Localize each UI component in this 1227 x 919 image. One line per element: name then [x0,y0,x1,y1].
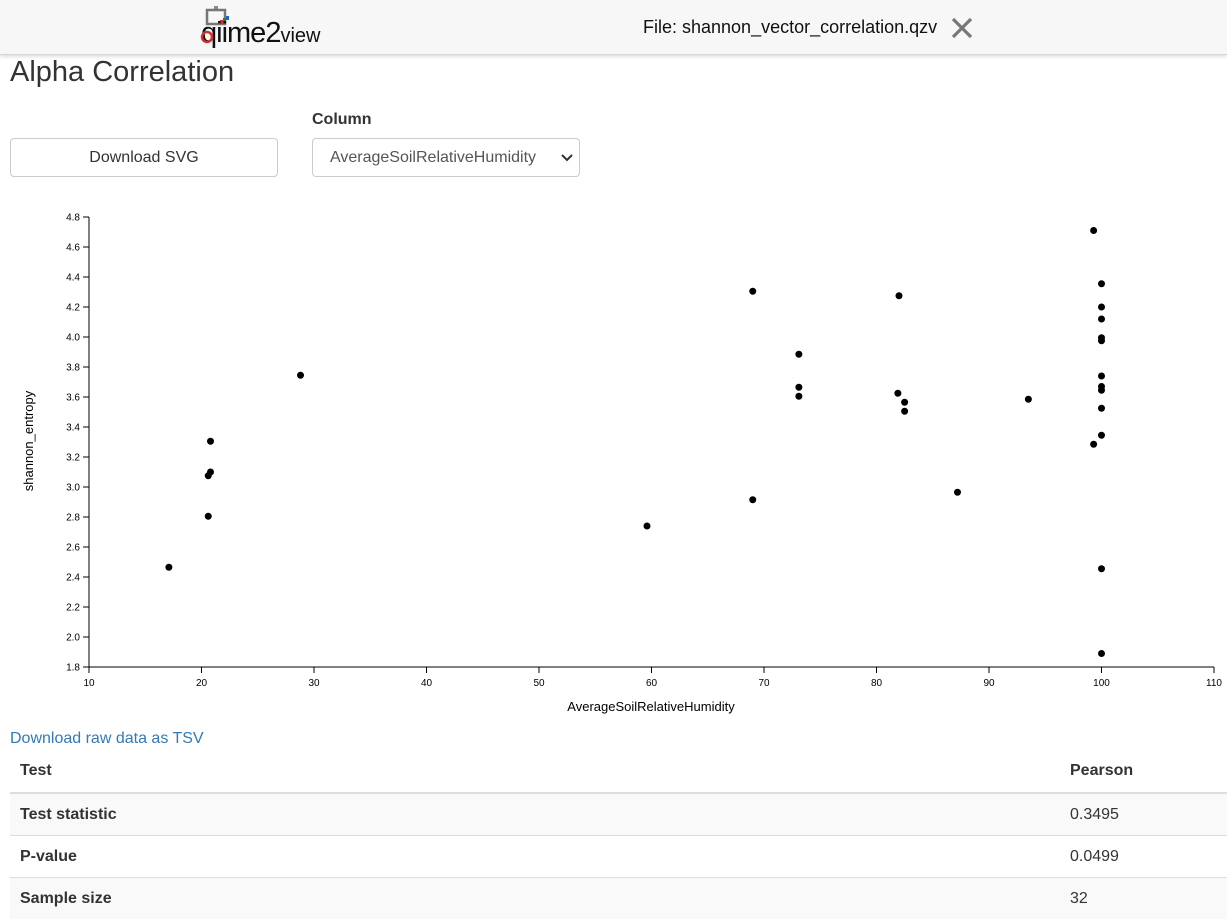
scatter-plot: 10 20 30 40 50 60 70 80 90 100 110 1.8 2.0 2.2 2.4 2.6… [0,200,1227,720]
test-column-header: Test [10,750,1060,793]
y-tick-label: 4.2 [66,303,80,314]
data-point [644,523,651,530]
x-tick-label: 70 [758,678,770,689]
column-select[interactable]: AverageSoilRelativeHumidity [312,138,580,177]
y-tick-label: 2.6 [66,543,80,554]
row-value: 32 [1060,878,1227,919]
x-tick-label: 110 [1206,678,1222,689]
y-tick-label: 2.2 [66,603,80,614]
y-tick-label: 3.2 [66,453,80,464]
table-row: P-value 0.0499 [10,836,1227,878]
download-svg-button[interactable]: Download SVG [10,138,278,177]
y-tick-label: 2.8 [66,513,80,524]
data-point [1098,565,1105,572]
y-axis-label: shannon_entropy [21,390,36,491]
data-point [1098,650,1105,657]
x-tick-label: 100 [1093,678,1110,689]
x-axis: 10 20 30 40 50 60 70 80 90 100 110 [83,667,1222,689]
data-point [795,351,802,358]
logo-magnifier-icon [200,30,218,48]
y-tick-label: 4.6 [66,243,80,254]
row-value: 0.3495 [1060,793,1227,836]
data-point [1098,383,1105,390]
y-tick-label: 1.8 [66,663,80,674]
qiime2view-logo: qiime2view [199,6,349,50]
data-point [1090,227,1097,234]
y-axis: 1.8 2.0 2.2 2.4 2.6 2.8 3.0 3.2 3.4 3.6 3.8 4.0 4.2 4… [66,213,89,674]
x-tick-label: 20 [196,678,208,689]
x-tick-label: 90 [983,678,995,689]
x-tick-label: 50 [533,678,545,689]
data-point [1098,373,1105,380]
data-point [901,408,908,415]
stats-header-row: Test Pearson [10,750,1227,793]
table-row: Test statistic 0.3495 [10,793,1227,836]
row-label: Sample size [10,878,1060,919]
x-tick-label: 40 [421,678,433,689]
data-point [795,393,802,400]
y-tick-label: 3.6 [66,393,80,404]
data-point [894,390,901,397]
data-point [297,372,304,379]
data-point [1098,280,1105,287]
data-point [954,489,961,496]
x-tick-label: 30 [308,678,320,689]
data-point [207,438,214,445]
data-point [165,564,172,571]
close-icon[interactable] [950,16,974,40]
download-tsv-link[interactable]: Download raw data as TSV [10,730,204,748]
y-tick-label: 2.0 [66,633,80,644]
y-tick-label: 4.0 [66,333,80,344]
table-row: Sample size 32 [10,878,1227,919]
chevron-down-icon [561,153,573,163]
y-tick-label: 2.4 [66,573,80,584]
top-bar: qiime2view File: shannon_vector_correlat… [0,0,1227,55]
x-axis-label: AverageSoilRelativeHumidity [567,699,735,714]
method-column-header: Pearson [1060,750,1227,793]
data-point [1098,334,1105,341]
row-label: P-value [10,836,1060,878]
data-point [795,384,802,391]
data-point [1090,441,1097,448]
data-point [1098,432,1105,439]
row-value: 0.0499 [1060,836,1227,878]
column-label: Column [312,111,372,129]
y-tick-label: 3.4 [66,423,80,434]
logo-text: qiime2view [201,18,320,51]
stats-table: Test Pearson Test statistic 0.3495 P-val… [10,750,1227,919]
column-select-value: AverageSoilRelativeHumidity [330,149,536,167]
data-point [749,496,756,503]
data-points [165,227,1105,657]
data-point [205,513,212,520]
page-title: Alpha Correlation [10,56,234,89]
x-tick-label: 80 [871,678,883,689]
data-point [901,399,908,406]
data-point [207,469,214,476]
data-point [896,292,903,299]
y-tick-label: 4.4 [66,273,80,284]
row-label: Test statistic [10,793,1060,836]
y-tick-label: 4.8 [66,213,80,224]
y-tick-label: 3.8 [66,363,80,374]
data-point [1098,304,1105,311]
file-name-label: File: shannon_vector_correlation.qzv [643,17,937,38]
data-point [1098,316,1105,323]
x-tick-label: 60 [646,678,658,689]
data-point [1025,396,1032,403]
data-point [1098,405,1105,412]
data-point [749,288,756,295]
x-tick-label: 10 [83,678,95,689]
y-tick-label: 3.0 [66,483,80,494]
